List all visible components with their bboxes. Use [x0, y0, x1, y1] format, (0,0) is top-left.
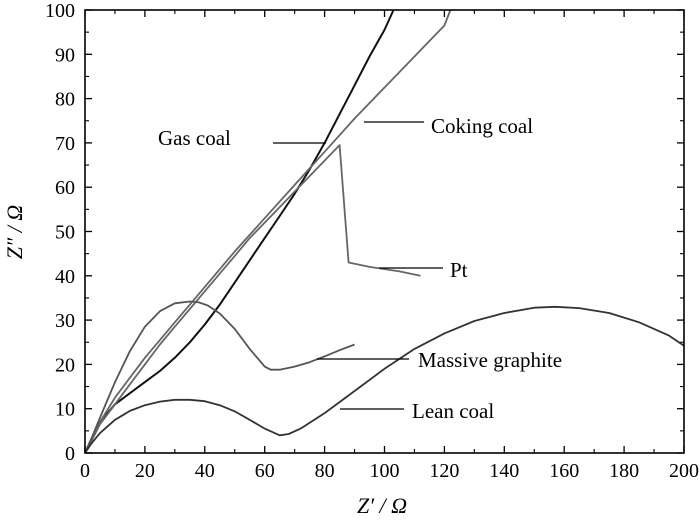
y-tick-label: 30 [55, 310, 75, 332]
y-tick-label: 100 [45, 0, 75, 22]
x-tick-label: 100 [370, 460, 400, 482]
annotation-massive-graphite: Massive graphite [418, 348, 562, 372]
axis-ticks [84, 9, 685, 454]
y-tick-label: 0 [65, 443, 75, 465]
y-tick-label: 40 [55, 266, 75, 288]
plot-area-frame [84, 9, 685, 454]
x-tick-label: 60 [255, 460, 275, 482]
annotation-coking-coal: Coking coal [431, 114, 533, 138]
x-tick-label: 20 [135, 460, 155, 482]
annotation-gas-coal: Gas coal [158, 126, 231, 150]
x-axis-label: Z′ / Ω [357, 493, 407, 518]
y-tick-label: 90 [55, 44, 75, 66]
series-line-gas-coal [84, 9, 395, 454]
x-tick-label: 180 [609, 460, 639, 482]
annotation-leaders [273, 121, 443, 410]
x-tick-label: 80 [315, 460, 335, 482]
x-tick-label: 120 [429, 460, 459, 482]
x-tick-label: 140 [489, 460, 519, 482]
x-tick-label: 0 [80, 460, 90, 482]
y-tick-label: 10 [55, 399, 75, 421]
y-tick-label: 50 [55, 222, 75, 244]
series-lines [84, 9, 685, 454]
series-line-pt [84, 144, 421, 454]
annotation-pt: Pt [450, 258, 468, 282]
y-axis-label: Z″ / Ω [2, 205, 27, 260]
y-tick-label: 80 [55, 89, 75, 111]
tick-labels: 0 20 40 60 80 100 120 140 160 180 200 0 10 20 30 40 50 60… [45, 0, 699, 482]
x-tick-label: 40 [195, 460, 215, 482]
series-line-coking-coal [84, 9, 452, 454]
y-tick-label: 60 [55, 177, 75, 199]
x-tick-label: 200 [669, 460, 699, 482]
x-tick-label: 160 [549, 460, 579, 482]
annotation-lean-coal: Lean coal [412, 399, 494, 423]
series-line-massive-graphite [84, 300, 355, 454]
y-tick-label: 70 [55, 133, 75, 155]
y-tick-label: 20 [55, 354, 75, 376]
series-line-lean-coal [84, 305, 685, 454]
